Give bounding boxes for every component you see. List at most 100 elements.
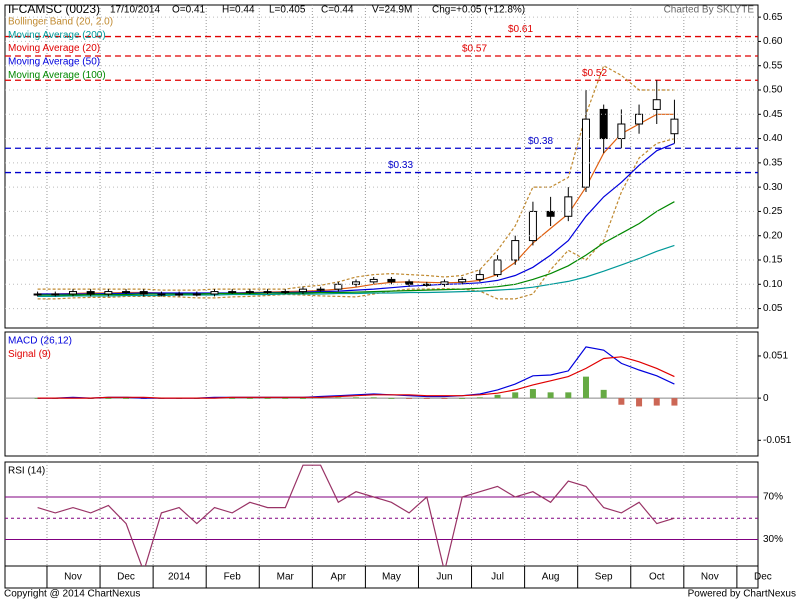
x-tick-label: 2014 — [168, 572, 191, 583]
histogram-bar — [671, 398, 678, 406]
candle-body — [334, 283, 343, 290]
candle-body — [387, 278, 396, 283]
candle-body — [104, 291, 113, 295]
x-tick-label: Jul — [491, 572, 504, 583]
candle-body — [192, 293, 201, 296]
x-tick-label: Oct — [649, 572, 665, 583]
y-tick-label: 30% — [763, 534, 783, 545]
candle-body — [369, 278, 378, 283]
candle-body — [33, 293, 42, 296]
histogram-bar — [370, 397, 377, 399]
candle-body — [475, 274, 484, 280]
price-panel — [4, 4, 759, 329]
candle-body — [210, 291, 219, 295]
indicator-line — [37, 113, 675, 295]
y-tick-label: 0.20 — [763, 230, 783, 241]
x-tick-label: May — [382, 572, 401, 583]
histogram-bar — [618, 398, 625, 405]
histogram-bar — [105, 398, 112, 399]
x-tick-label: Nov — [64, 572, 82, 583]
candle-body — [511, 240, 520, 261]
y-tick-label: 0.60 — [763, 36, 783, 47]
x-tick-label: Apr — [331, 572, 347, 583]
candle-body — [51, 293, 60, 296]
y-tick-label: 0.15 — [763, 255, 783, 266]
histogram-bar — [529, 389, 536, 399]
histogram-bar — [476, 397, 483, 399]
histogram-bar — [229, 398, 236, 399]
candle-body — [581, 118, 590, 188]
candle-body — [298, 288, 307, 293]
y-tick-label: 0.051 — [763, 351, 788, 362]
y-tick-label: 0.05 — [763, 303, 783, 314]
y-tick-label: 0.65 — [763, 12, 783, 23]
histogram-bar — [299, 398, 306, 399]
indicator-line — [37, 142, 675, 295]
histogram-bar — [282, 398, 289, 399]
candle-body — [493, 259, 502, 276]
candle-body — [635, 113, 644, 125]
histogram-bar — [653, 398, 660, 406]
histogram-bar — [123, 398, 130, 399]
x-tick-label: Dec — [117, 572, 135, 583]
legend-entry: Moving Average (50) — [8, 57, 100, 68]
histogram-bar — [441, 398, 448, 399]
rsi-line — [37, 464, 675, 566]
indicator-line — [37, 64, 675, 291]
macd-line — [37, 356, 675, 399]
x-tick-label: Dec — [754, 572, 772, 583]
x-axis — [4, 565, 759, 589]
histogram-bar — [600, 389, 607, 399]
candle-body — [122, 291, 131, 294]
y-tick-label: 0.50 — [763, 85, 783, 96]
volume: V=24.9M — [372, 5, 412, 16]
candle-body — [440, 281, 449, 285]
histogram-bar — [264, 398, 271, 399]
close: C=0.44 — [321, 5, 354, 16]
candle-body — [281, 291, 290, 294]
legend-entry: Moving Average (100) — [8, 70, 106, 81]
low: L=0.405 — [269, 5, 306, 16]
candle-body — [175, 293, 184, 296]
open: O=0.41 — [172, 5, 206, 16]
y-tick-label: 0 — [763, 393, 769, 404]
reference-label: $0.57 — [462, 44, 487, 55]
histogram-bar — [353, 397, 360, 399]
rsi-panel — [4, 461, 759, 567]
candle-body — [670, 118, 679, 135]
candle-body — [68, 291, 77, 295]
reference-label: $0.33 — [388, 160, 413, 171]
candle-body — [263, 291, 272, 294]
candle-body — [157, 293, 166, 296]
y-tick-label: 0.25 — [763, 206, 783, 217]
histogram-bar — [512, 392, 519, 399]
x-tick-label: Jun — [436, 572, 452, 583]
y-tick-label: 70% — [763, 492, 783, 503]
candle-body — [352, 281, 361, 285]
candle-body — [245, 291, 254, 294]
x-tick-label: Feb — [224, 572, 242, 583]
histogram-bar — [636, 398, 643, 407]
candle-body — [86, 291, 95, 295]
histogram-bar — [335, 397, 342, 399]
price-plot — [5, 35, 758, 300]
x-tick-label: Nov — [701, 572, 719, 583]
x-tick-label: Sep — [595, 572, 613, 583]
candle-body — [564, 196, 573, 217]
candle-body — [617, 123, 626, 140]
legend-entry: Moving Average (200) — [8, 30, 106, 41]
legend-entry: Bollinger Band (20, 2.0) — [8, 17, 113, 28]
histogram-bar — [547, 392, 554, 399]
credit: Charted By SKLYTE — [664, 5, 755, 16]
y-tick-label: 0.40 — [763, 133, 783, 144]
reference-label: $0.61 — [508, 24, 533, 35]
candle-body — [422, 283, 431, 286]
y-tick-label: 0.45 — [763, 109, 783, 120]
date: 17/10/2014 — [110, 5, 160, 16]
histogram-bar — [494, 394, 501, 399]
y-tick-label: 0.55 — [763, 60, 783, 71]
legend-entry: Signal (9) — [8, 349, 51, 360]
y-tick-label: 0.35 — [763, 157, 783, 168]
high: H=0.44 — [222, 5, 255, 16]
